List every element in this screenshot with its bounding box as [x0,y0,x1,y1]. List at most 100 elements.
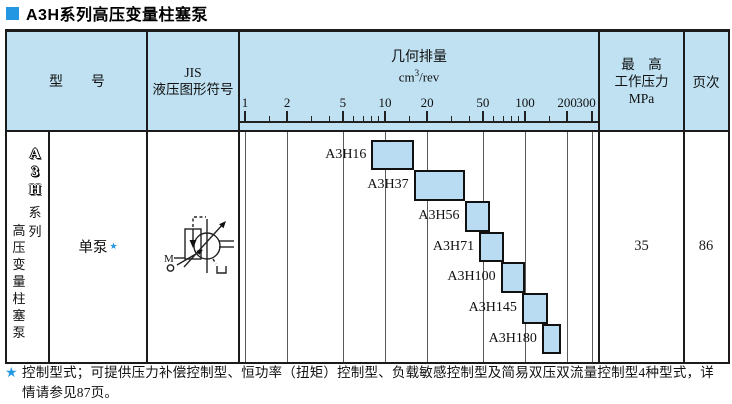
header-jis-line2: 液压图形符号 [152,82,234,97]
drain-bracket [216,266,227,274]
chart-gridline [591,132,593,362]
max-pressure-value-cell: 35 [599,130,684,362]
axis-tick-label: 1 [241,95,249,110]
axis-minor-tick [517,116,519,121]
compensator-arrowhead [189,240,197,248]
series-suffix-char: 系 [28,205,42,220]
axis-major-tick [426,111,428,121]
adjust-arrowhead [196,249,203,255]
pump-type-cell: 单泵 ★ [49,130,147,362]
displacement-chart: A3H16 A3H37 A3H56 A3H71 A3H100 A3H145 A3H180 [239,132,599,362]
page-value-cell: 86 [684,130,728,362]
page-title-text: A3H系列高压变量柱塞泵 [26,7,209,24]
axis-minor-tick [362,116,364,121]
pump-type-label: 单泵 [78,239,108,256]
unit-sup: 3 [414,68,420,78]
axis-major-tick [286,111,288,121]
axis-tick-label: 300 [576,95,596,110]
axis-major-tick [566,111,568,121]
axis-minor-tick [549,116,551,121]
header-displacement: 几何排量 cm3/rev 1 2 5 10 20 50 100 200 300 [239,32,599,130]
chart-gridline [287,132,289,362]
chart-unit-label: cm3/rev [239,68,599,85]
chart-gridline [427,132,429,362]
series-suffix-char: 列 [28,224,42,239]
series-desc-char: 泵 [12,325,26,340]
chart-gridline [525,132,526,362]
header-page-label: 页次 [692,75,720,90]
pilot-dashed-line [192,216,206,227]
column-divider [683,32,685,362]
chart-bar [541,323,561,355]
axis-major-tick [524,111,526,121]
header-pressure-line2: 工作压力 [614,73,669,89]
series-latin-char: 3 [31,164,39,180]
column-divider [146,32,148,362]
header-model: 型 号 [7,32,147,130]
jis-symbol-cell: M [147,130,239,362]
axis-minor-tick [353,116,355,121]
chart-bar-label: A3H37 [367,177,409,193]
chart-bar [413,170,465,201]
pump-type-star-icon: ★ [109,240,118,251]
chart-title: 几何排量 [391,50,447,65]
axis-tick-label: 2 [283,95,291,110]
axis-major-tick [342,111,344,121]
series-latin-char: H [29,182,41,198]
chart-gridline [567,132,569,362]
axis-major-tick [384,111,386,121]
axis-minor-tick [377,116,379,121]
chart-bar [500,262,525,293]
column-divider [598,32,600,362]
axis-minor-tick [370,116,372,121]
axis-tick-label: 100 [515,95,535,110]
jis-pump-symbol: M [164,216,234,274]
header-pressure-line1: 最 高 [621,56,662,72]
axis-minor-tick [493,116,495,121]
title-bullet-icon [6,6,19,20]
chart-gridline [385,132,386,362]
axis-tick-label: 50 [476,95,490,110]
header-page: 页次 [684,32,728,130]
chart-gridline [342,132,344,362]
footnote: ★ 控制型式；可提供压力补偿控制型、恒功率（扭矩）控制型、负载敏感控制型及简易双… [5,363,727,402]
axis-minor-tick [269,116,271,121]
header-pressure-line3: MPa [628,90,655,106]
chart-bar [371,139,414,171]
adjust-arrow-line [176,250,202,266]
x-axis-line [239,121,599,123]
header-jis-line1: JIS [184,65,202,80]
footnote-line2: 情请参见87页。 [22,384,119,400]
axis-major-tick [482,111,484,121]
axis-tick-label: 20 [420,95,434,110]
axis-tick-label: 10 [378,95,392,110]
header-model-label: 型 号 [49,75,105,90]
chart-bar-label: A3H56 [418,207,460,223]
chart-bar-label: A3H145 [468,300,517,315]
header-max-pressure: 最 高 工作压力 MPa [599,32,684,130]
chart-bar-label: A3H16 [325,146,367,162]
axis-minor-tick [328,116,330,121]
axis-major-tick [244,111,246,121]
axis-major-tick [591,111,593,121]
product-table: 型 号 JIS 液压图形符号 几何排量 cm3/rev 1 2 5 10 20 50 100… [5,29,730,364]
page-value: 86 [698,237,714,254]
drain-port-circle [166,264,175,272]
chart-bar [521,293,548,324]
drain-dashed-line [212,258,217,265]
axis-minor-tick [311,116,313,121]
axis-minor-tick [468,116,470,121]
m-port-label: M [164,253,174,265]
series-latin-char: A [29,146,41,162]
series-desc-char: 高 [12,223,26,238]
series-desc-char: 压 [12,240,26,255]
header-separator [7,130,728,132]
axis-tick-label: 200 [557,95,577,110]
axis-minor-tick [409,116,411,121]
footnote-line1: 控制型式；可提供压力补偿控制型、恒功率（扭矩）控制型、负载敏感控制型及简易双压双… [22,365,714,380]
column-divider [48,130,50,362]
page-title: A3H系列高压变量柱塞泵 [6,3,209,24]
axis-minor-tick [502,116,504,121]
unit-base: cm [398,69,415,85]
header-jis-symbol: JIS 液压图形符号 [147,32,239,130]
